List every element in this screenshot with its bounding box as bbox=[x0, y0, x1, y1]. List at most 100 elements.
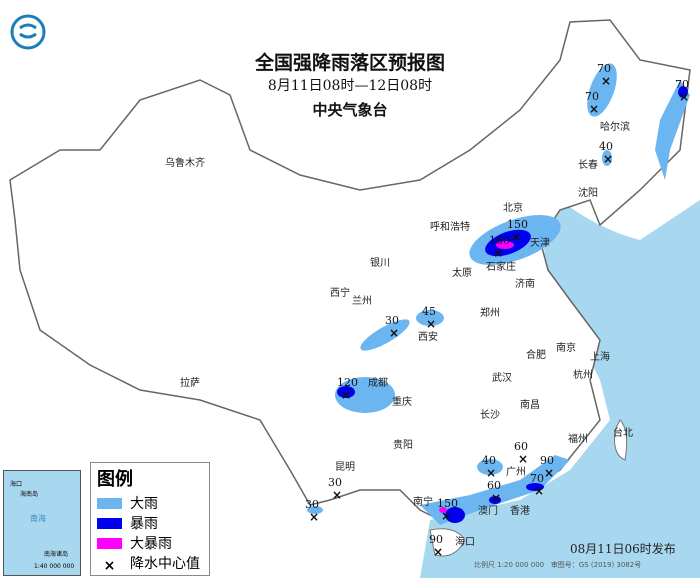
legend-title: 图例 bbox=[97, 469, 133, 490]
cross-icon: × bbox=[103, 557, 116, 574]
city-label: 合肥 bbox=[526, 350, 546, 361]
issuer: 中央气象台 bbox=[312, 101, 388, 119]
city-label: 贵阳 bbox=[393, 440, 413, 451]
rain-center-value: 30 bbox=[328, 476, 342, 489]
city-label: 长春 bbox=[578, 160, 598, 171]
city-label: 上海 bbox=[590, 352, 610, 363]
rain-center-marker: × bbox=[309, 510, 320, 524]
rain-center-marker: × bbox=[518, 452, 529, 466]
rain-center-marker: × bbox=[534, 484, 545, 498]
rain-center-value: 70 bbox=[675, 78, 689, 91]
rain-center-marker: × bbox=[603, 152, 614, 166]
china-outline bbox=[9, 19, 691, 521]
inset-scale: 1:40 000 000 bbox=[34, 563, 75, 570]
rain-center-marker: × bbox=[511, 230, 522, 244]
city-label: 南昌 bbox=[520, 400, 540, 411]
rain-center-value: 45 bbox=[422, 305, 436, 318]
taiwan-island bbox=[614, 419, 628, 461]
rain-center-value: 60 bbox=[514, 440, 528, 453]
legend-item-heavy-rain: 大雨 bbox=[97, 493, 209, 513]
approval-number: 审图号：GS (2019) 3082号 bbox=[550, 561, 642, 569]
city-label: 太原 bbox=[452, 268, 472, 279]
issue-time: 08月11日06时发布 bbox=[570, 542, 676, 556]
legend: 图例 大雨 暴雨 大暴雨 × 降水中心值 bbox=[90, 462, 210, 576]
city-label: 昆明 bbox=[335, 462, 355, 473]
rain-center-value: 90 bbox=[429, 533, 443, 546]
city-label: 台北 bbox=[613, 428, 633, 439]
rain-center-value: 30 bbox=[305, 498, 319, 511]
cma-logo-icon bbox=[10, 14, 46, 50]
south-china-sea-inset: 南海 海口 海南岛 南海诸岛 1:40 000 000 bbox=[3, 470, 81, 576]
legend-item-center: × 降水中心值 bbox=[97, 553, 209, 574]
inset-islands: 南海诸岛 bbox=[44, 551, 69, 558]
rain-center-value: 70 bbox=[530, 472, 544, 485]
city-label: 济南 bbox=[515, 279, 535, 290]
city-label: 天津 bbox=[530, 238, 550, 249]
rain-center-value: 150 bbox=[437, 497, 458, 510]
city-label: 郑州 bbox=[480, 308, 500, 319]
legend-item-rainstorm: 暴雨 bbox=[97, 513, 209, 533]
city-label: 兰州 bbox=[352, 296, 372, 307]
rain-center-value: 70 bbox=[597, 62, 611, 75]
city-label: 呼和浩特 bbox=[430, 222, 470, 233]
forecast-period: 8月11日08时—12日08时 bbox=[267, 78, 433, 94]
city-label: 石家庄 bbox=[486, 262, 516, 273]
rain-center-marker: × bbox=[389, 326, 400, 340]
legend-item-heavy-rainstorm: 大暴雨 bbox=[97, 533, 209, 553]
city-label: 北京 bbox=[503, 203, 523, 214]
city-label: 香港 bbox=[510, 506, 530, 517]
rain-center-marker: × bbox=[679, 90, 690, 104]
city-label: 南宁 bbox=[413, 497, 433, 508]
rain-center-marker: × bbox=[589, 102, 600, 116]
hainan-island bbox=[429, 528, 466, 557]
rain-center-value: 120 bbox=[337, 376, 358, 389]
inset-haikou: 海口 bbox=[10, 481, 23, 488]
city-label: 重庆 bbox=[392, 397, 412, 408]
scale: 比例尺 1:20 000 000 bbox=[474, 561, 545, 569]
city-label: 乌鲁木齐 bbox=[165, 158, 205, 169]
rain-center-value: 40 bbox=[482, 454, 496, 467]
map-title: 全国强降雨落区预报图 bbox=[254, 52, 445, 74]
rain-center-marker: × bbox=[493, 246, 504, 260]
rain-center-value: 60 bbox=[487, 479, 501, 492]
city-label: 杭州 bbox=[573, 370, 593, 381]
legend-label: 大暴雨 bbox=[130, 536, 172, 552]
rain-center-value: 70 bbox=[585, 90, 599, 103]
city-label: 南京 bbox=[556, 343, 576, 354]
city-label: 成都 bbox=[368, 378, 388, 389]
rain-center-marker: × bbox=[601, 74, 612, 88]
city-label: 西安 bbox=[418, 332, 438, 343]
city-label: 银川 bbox=[370, 258, 390, 269]
rain-center-value: 150 bbox=[507, 218, 528, 231]
rain-center-value: 40 bbox=[599, 140, 613, 153]
city-label: 哈尔滨 bbox=[600, 122, 630, 133]
city-label: 西宁 bbox=[330, 288, 350, 299]
city-label: 拉萨 bbox=[180, 378, 200, 389]
rain-center-marker: × bbox=[544, 466, 555, 480]
rain-center-value: 160 bbox=[489, 234, 510, 247]
rain-center-value: 30 bbox=[385, 314, 399, 327]
sea bbox=[420, 200, 700, 578]
rain-center-marker: × bbox=[341, 388, 352, 402]
city-label: 广州 bbox=[506, 467, 526, 478]
city-label: 长沙 bbox=[480, 410, 500, 421]
city-label: 海口 bbox=[455, 537, 475, 548]
rain-center-value: 90 bbox=[540, 454, 554, 467]
legend-label: 大雨 bbox=[130, 496, 158, 512]
rain-center-marker: × bbox=[426, 317, 437, 331]
city-label: 沈阳 bbox=[578, 188, 598, 199]
rain-center-marker: × bbox=[491, 491, 502, 505]
city-label: 武汉 bbox=[492, 373, 512, 384]
city-label: 福州 bbox=[568, 434, 588, 445]
heavy-rainstorm-areas bbox=[439, 241, 514, 513]
rain-center-marker: × bbox=[433, 545, 444, 559]
rain-center-marker: × bbox=[486, 466, 497, 480]
legend-label: 暴雨 bbox=[130, 516, 158, 532]
inset-hainan: 海南岛 bbox=[20, 491, 39, 498]
legend-label: 降水中心值 bbox=[130, 556, 200, 572]
inset-sea-label: 南海 bbox=[30, 514, 46, 523]
city-label: 澳门 bbox=[478, 506, 498, 517]
scale-approval: 比例尺 1:20 000 000 审图号：GS (2019) 3082号 bbox=[474, 560, 641, 570]
rain-center-marker: × bbox=[441, 509, 452, 523]
